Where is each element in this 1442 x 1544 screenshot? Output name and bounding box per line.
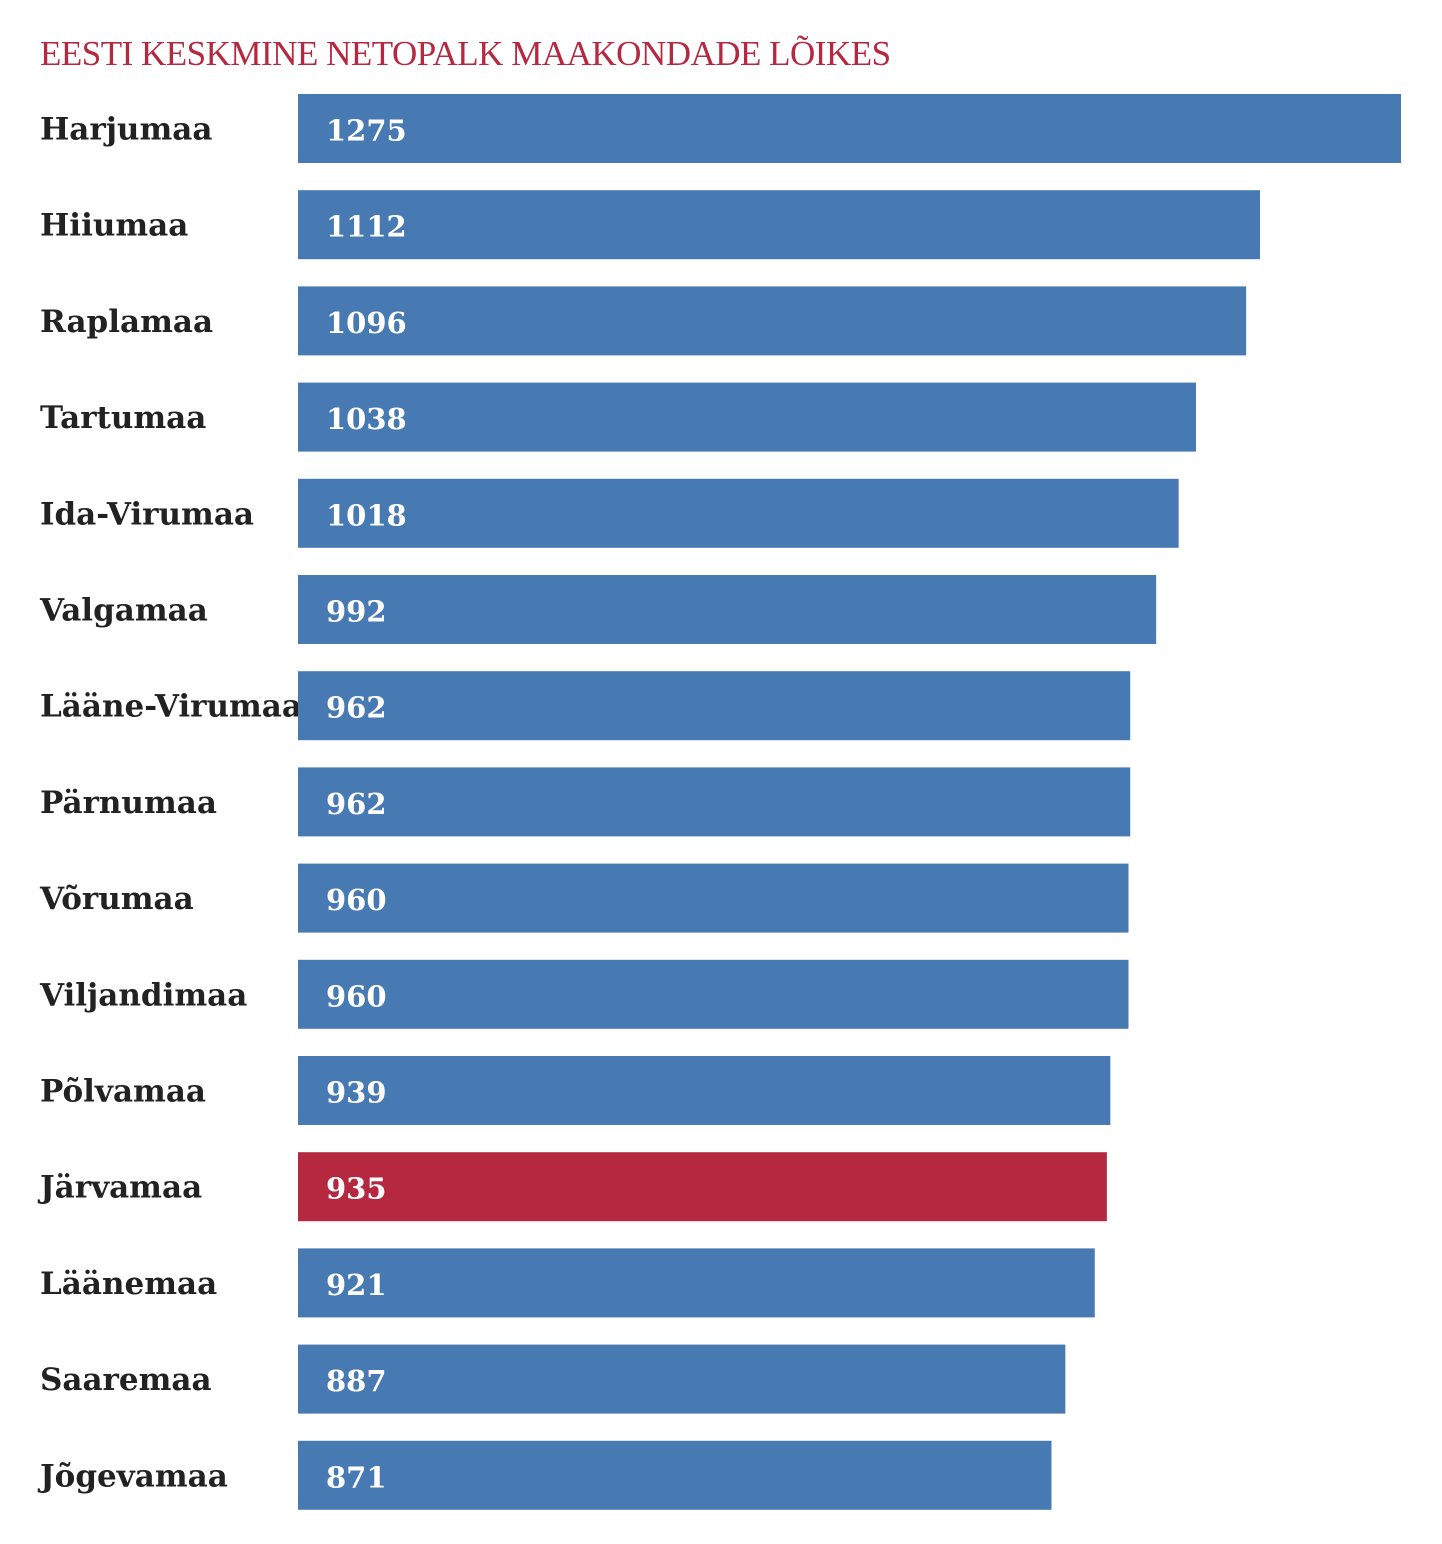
bar-saaremaa <box>298 1344 1066 1414</box>
bar-jarvamaa <box>298 1152 1107 1222</box>
bar-laane-virumaa <box>298 671 1131 741</box>
value-label-ida-virumaa: 1018 <box>326 498 407 532</box>
bar-polvamaa <box>298 1056 1111 1125</box>
value-label-hiiumaa: 1112 <box>326 210 407 244</box>
bar-parnumaa <box>298 767 1131 837</box>
bar-viljandimaa <box>298 959 1129 1029</box>
value-label-jarvamaa: 935 <box>326 1172 387 1206</box>
value-label-polvamaa: 939 <box>326 1076 387 1110</box>
value-label-tartumaa: 1038 <box>326 402 407 436</box>
value-label-raplamaa: 1096 <box>326 306 407 340</box>
value-label-valgamaa: 992 <box>326 595 387 629</box>
bar-valgamaa <box>298 575 1157 644</box>
bar-tartumaa <box>298 382 1196 452</box>
category-label-tartumaa: Tartumaa <box>40 400 206 436</box>
bar-harjumaa <box>298 94 1401 163</box>
bar-hiiumaa <box>298 190 1260 260</box>
category-label-laanemaa: Läänemaa <box>40 1266 217 1302</box>
bar-ida-virumaa <box>298 478 1179 548</box>
category-label-parnumaa: Pärnumaa <box>40 785 217 821</box>
bars-layer: Harjumaa 1275 Hiiumaa 1112 Raplamaa 1096 Tartu… <box>37 94 1401 1510</box>
value-label-viljandimaa: 960 <box>326 979 387 1013</box>
category-label-jogevamaa: Jõgevamaa <box>37 1458 228 1494</box>
bar-raplamaa <box>298 286 1247 356</box>
category-label-laane-virumaa: Lääne-Virumaa <box>40 689 302 725</box>
category-label-polvamaa: Põlvamaa <box>40 1074 206 1110</box>
value-label-laane-virumaa: 962 <box>326 691 387 725</box>
category-label-viljandimaa: Viljandimaa <box>39 977 247 1013</box>
category-label-saaremaa: Saaremaa <box>40 1362 212 1398</box>
category-label-ida-virumaa: Ida-Virumaa <box>40 496 254 532</box>
value-label-laanemaa: 921 <box>326 1268 387 1302</box>
category-label-harjumaa: Harjumaa <box>40 112 212 148</box>
value-label-jogevamaa: 871 <box>326 1460 387 1494</box>
category-label-raplamaa: Raplamaa <box>40 304 213 340</box>
bar-laanemaa <box>298 1248 1095 1318</box>
chart-title: EESTI KESKMINE NETOPALK MAAKONDADE LÕIKE… <box>40 34 891 73</box>
category-label-valgamaa: Valgamaa <box>39 593 208 629</box>
category-label-jarvamaa: Järvamaa <box>37 1170 202 1206</box>
bar-vorumaa <box>298 863 1129 933</box>
bar-jogevamaa <box>298 1440 1052 1510</box>
category-label-hiiumaa: Hiiumaa <box>40 208 188 244</box>
value-label-vorumaa: 960 <box>326 883 387 917</box>
category-label-vorumaa: Võrumaa <box>39 881 194 917</box>
value-label-parnumaa: 962 <box>326 787 387 821</box>
value-label-harjumaa: 1275 <box>326 114 407 148</box>
value-label-saaremaa: 887 <box>326 1364 387 1398</box>
